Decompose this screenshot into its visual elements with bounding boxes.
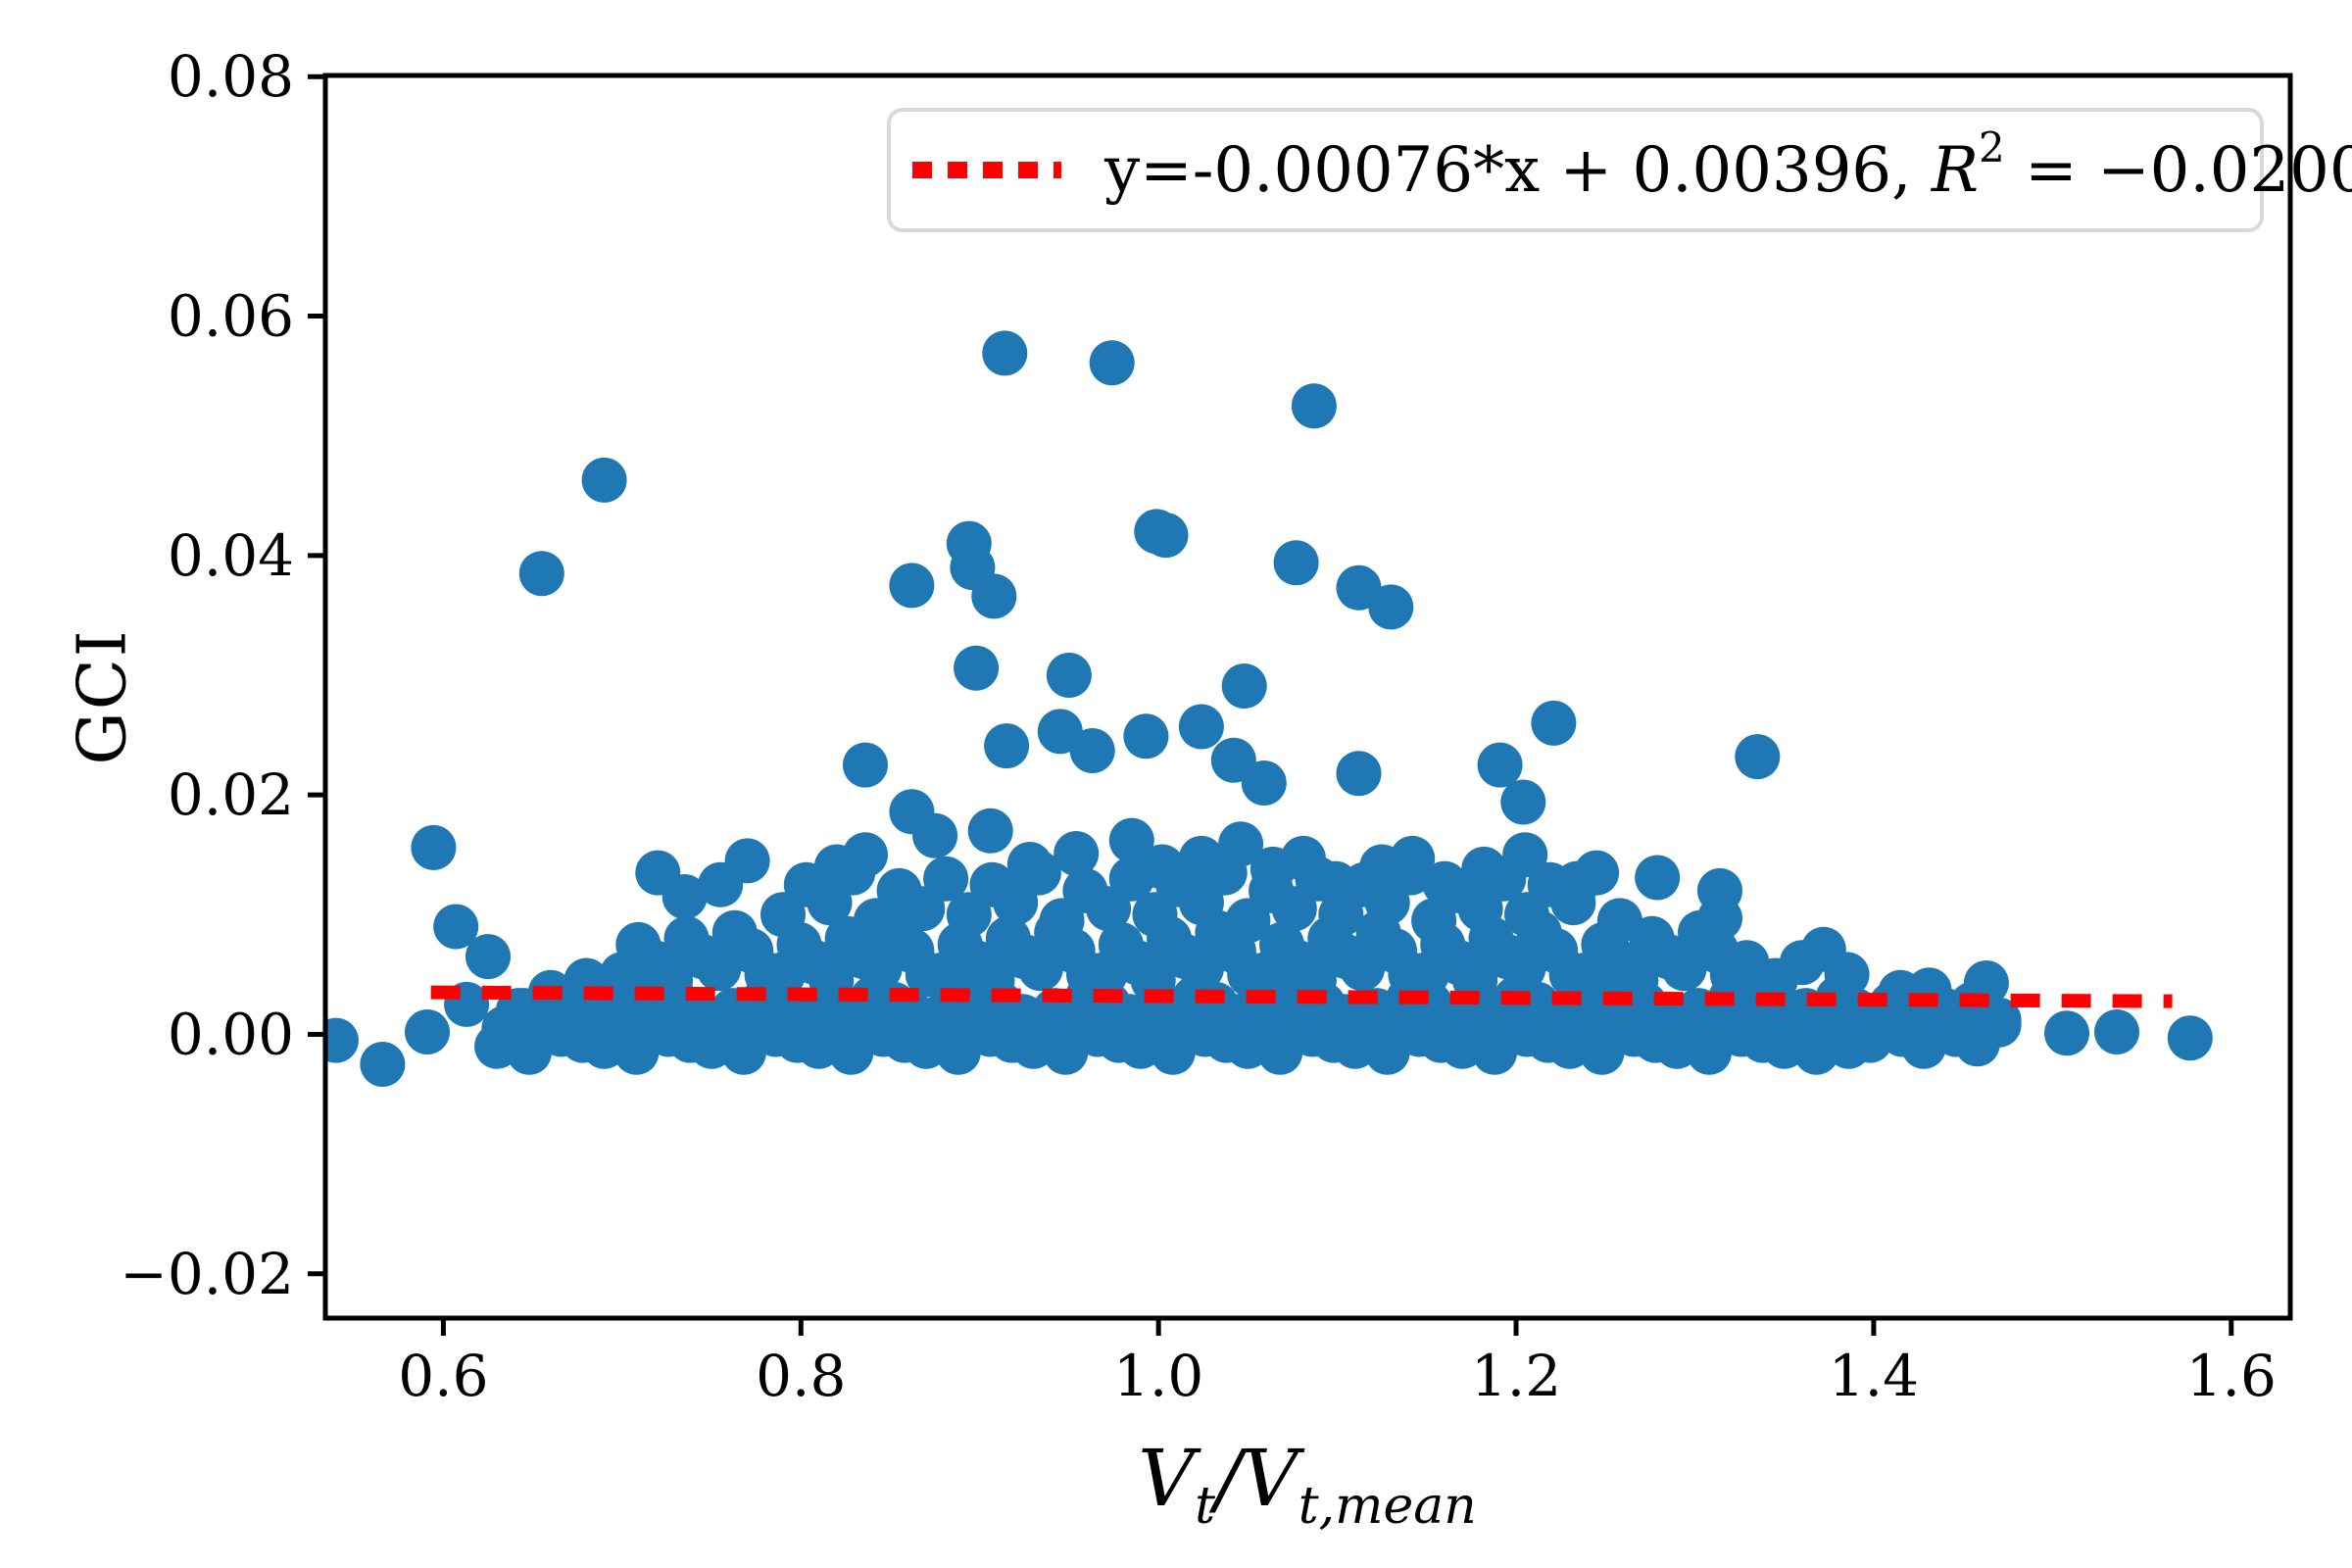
trendline	[430, 985, 2173, 1008]
scatter-point	[1596, 898, 1642, 944]
scatter-point	[1273, 540, 1319, 586]
scatter-point	[1178, 835, 1224, 881]
scatter-point	[1108, 817, 1154, 863]
x-tick-label: 0.6	[398, 1343, 488, 1409]
legend-equation-text: y=-0.00076*x + 0.00396,	[1104, 133, 1932, 207]
legend-r-value: = −0.02005	[2025, 133, 2352, 207]
scatter-point	[1815, 975, 1861, 1021]
scatter-point	[2167, 1015, 2213, 1061]
scatter-point	[1134, 509, 1180, 555]
y-tick-label: 0.00	[168, 1001, 294, 1067]
scatter-point	[1502, 832, 1548, 878]
scatter-point	[1477, 742, 1523, 788]
y-axis-label: GCI	[64, 628, 142, 765]
legend-r-exponent: 2	[1979, 122, 2005, 172]
x-tick-label: 1.6	[2186, 1343, 2277, 1409]
x-tick-label: 0.8	[756, 1343, 846, 1409]
scatter-point	[1054, 831, 1100, 876]
scatter-point	[581, 457, 627, 503]
scatter-point	[549, 1002, 595, 1048]
scatter-point	[1368, 584, 1414, 630]
scatter-point	[1312, 860, 1358, 906]
y-tick-label: 0.02	[168, 761, 294, 828]
scatter-point	[1218, 821, 1264, 867]
scatter-point	[1280, 835, 1326, 881]
scatter-point	[1123, 713, 1169, 760]
y-tick-label: 0.08	[168, 43, 294, 110]
legend-r-symbol: R	[1931, 133, 1979, 207]
scatter-point	[1752, 957, 1798, 1004]
scatter-point	[1461, 846, 1507, 892]
x-axis-label-sub1: t	[1195, 1477, 1215, 1536]
scatter-point	[889, 563, 935, 609]
scatter-point	[1069, 728, 1115, 773]
scatter-point	[1531, 700, 1577, 746]
scatter-point	[1221, 663, 1267, 709]
y-tick-label: −0.02	[120, 1241, 294, 1307]
scatter-point	[1139, 844, 1185, 890]
scatter-point	[1089, 340, 1135, 386]
scatter-point	[1178, 704, 1224, 750]
scatter-point	[1241, 760, 1287, 806]
scatter-point	[1422, 860, 1468, 906]
scatter-point	[662, 874, 708, 919]
scatter-point	[1390, 835, 1436, 881]
scatter-point	[1500, 779, 1546, 825]
y-tick-label: 0.04	[168, 522, 294, 589]
scatter-point	[843, 742, 888, 788]
scatter-point	[2094, 1009, 2139, 1054]
x-axis-label-v1: V	[1138, 1433, 1196, 1524]
scatter-point	[1336, 751, 1382, 797]
scatter-point	[982, 330, 1028, 376]
scatter-point	[1850, 1005, 1896, 1052]
x-tick-label: 1.2	[1471, 1343, 1561, 1409]
scatter-point	[405, 1009, 450, 1054]
scatter-point	[954, 645, 1000, 691]
legend-label: y=-0.00076*x + 0.00396, R2 = −0.02005	[1104, 126, 2352, 207]
scatter-point	[1788, 1017, 1835, 1063]
scatter-point	[971, 573, 1017, 619]
x-tick-label: 1.0	[1113, 1343, 1203, 1409]
scatter-point	[518, 551, 564, 597]
scatter-point	[1635, 855, 1681, 901]
x-axis-label-sub2: t,mean	[1298, 1477, 1477, 1536]
scatter-point	[411, 824, 457, 870]
x-tick-label: 1.4	[1829, 1343, 1919, 1409]
scatter-point	[1697, 896, 1742, 941]
scatter-point	[984, 723, 1030, 769]
scatter-point	[1554, 860, 1600, 906]
scatter-point	[698, 861, 744, 907]
scatter-point	[1046, 653, 1092, 698]
scatter-point	[1291, 383, 1337, 429]
scatter-points-group	[325, 330, 2213, 1087]
trendline-legend-sample	[912, 162, 1061, 178]
scatter-point	[889, 789, 935, 835]
scatter-point	[466, 934, 511, 980]
axes-spines	[322, 73, 2293, 1321]
scatter-point	[360, 1042, 406, 1087]
scatter-point	[1735, 734, 1781, 780]
x-axis-label-slash: /	[1214, 1433, 1242, 1524]
y-tick-label: 0.06	[168, 283, 294, 350]
scatter-point	[2044, 1010, 2089, 1056]
x-axis-label: Vt/Vt,mean	[1138, 1433, 1476, 1536]
scatter-point	[1006, 842, 1053, 887]
scatter-point	[923, 856, 969, 902]
scatter-point	[325, 1017, 359, 1063]
scatter-point	[1976, 1002, 2022, 1048]
scatter-point	[813, 844, 859, 890]
x-axis-label-v2: V	[1241, 1433, 1298, 1524]
legend-box: y=-0.00076*x + 0.00396, R2 = −0.02005	[887, 108, 2352, 232]
scatter-point	[433, 904, 479, 950]
scatter-point	[967, 808, 1013, 854]
